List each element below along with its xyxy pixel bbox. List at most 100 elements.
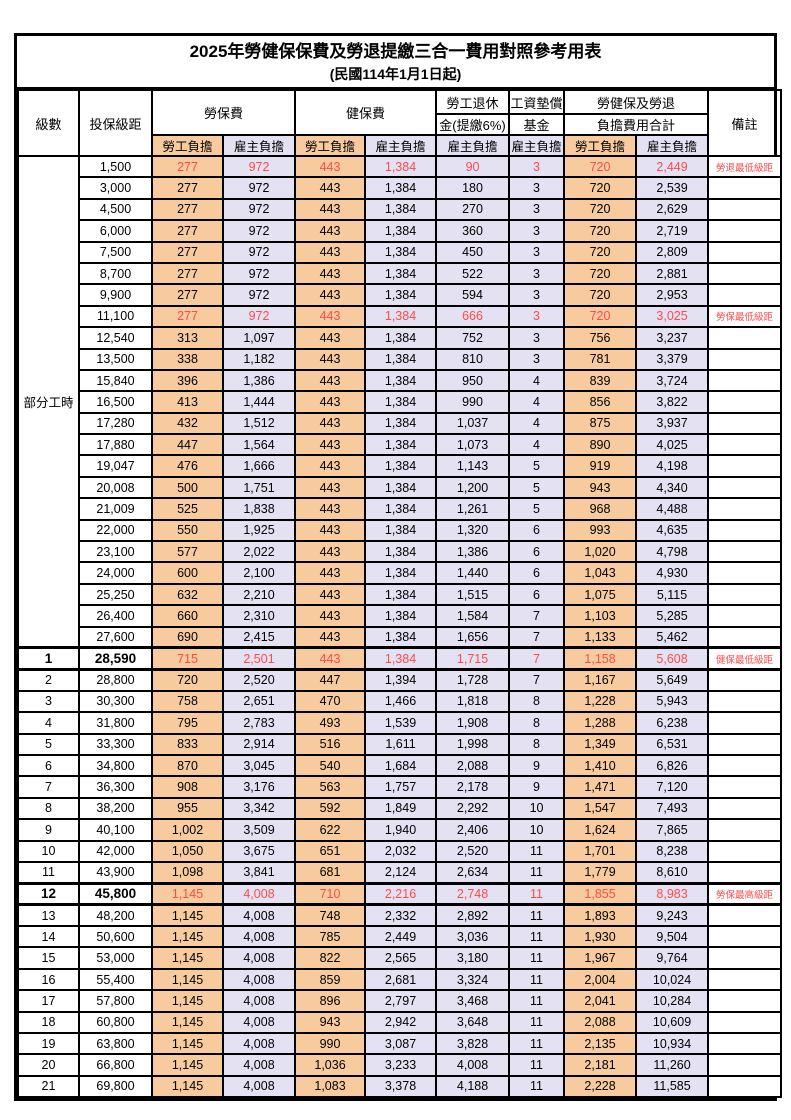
cell-pension_er: 950 xyxy=(435,368,511,393)
cell-labor_emp: 1,145 xyxy=(151,946,224,970)
cell-level: 10 xyxy=(17,839,80,863)
cell-total_er: 8,238 xyxy=(635,839,710,863)
cell-fund_er: 7 xyxy=(508,604,566,628)
cell-note xyxy=(707,860,783,885)
cell-level: 4 xyxy=(17,711,80,735)
cell-fund_er: 5 xyxy=(508,475,566,500)
cell-salary: 26,400 xyxy=(78,604,153,628)
cell-health_er: 2,124 xyxy=(364,860,438,885)
cell-labor_emp: 500 xyxy=(151,475,224,500)
table-row: 17,280 432 1,512 443 1,384 1,037 4 875 3,937 xyxy=(18,411,783,436)
cell-salary: 55,400 xyxy=(78,967,153,992)
cell-total_emp: 720 xyxy=(563,304,638,329)
header-wage-fund-employer-share: 雇主負擔 xyxy=(508,134,566,157)
cell-health_emp: 748 xyxy=(294,903,367,928)
cell-total_er: 4,025 xyxy=(635,433,710,457)
cell-total_er: 3,237 xyxy=(635,326,710,350)
header-total-employer-share: 雇主負擔 xyxy=(635,134,710,157)
header-total-employee-share: 勞工負擔 xyxy=(563,134,638,157)
table-row: 18 60,800 1,145 4,008 943 2,942 3,648 11 2,088 10… xyxy=(17,1010,783,1035)
cell-pension_er: 4,188 xyxy=(435,1074,511,1099)
cell-salary: 30,300 xyxy=(78,689,153,714)
cell-health_er: 2,032 xyxy=(364,839,438,863)
cell-total_er: 7,120 xyxy=(635,775,710,799)
cell-total_emp: 720 xyxy=(563,197,638,222)
cell-salary: 60,800 xyxy=(78,1010,153,1035)
cell-fund_er: 7 xyxy=(508,625,566,650)
cell-pension_er: 2,406 xyxy=(435,818,511,842)
cell-pension_er: 1,037 xyxy=(435,411,511,436)
cell-total_emp: 2,181 xyxy=(563,1053,638,1077)
cell-health_emp: 681 xyxy=(294,860,367,885)
cell-labor_er: 2,022 xyxy=(221,540,297,564)
cell-pension_er: 270 xyxy=(435,197,511,222)
cell-salary: 34,800 xyxy=(78,753,153,778)
cell-health_emp: 651 xyxy=(294,839,367,863)
cell-salary: 33,300 xyxy=(78,732,153,756)
header-remarks: 備註 xyxy=(707,89,783,157)
cell-total_er: 3,937 xyxy=(635,411,710,436)
header-pension-employer-share: 雇主負擔 xyxy=(435,134,511,157)
cell-fund_er: 11 xyxy=(508,946,566,970)
cell-health_er: 1,384 xyxy=(364,561,438,585)
cell-fund_er: 6 xyxy=(508,540,566,564)
cell-fund_er: 4 xyxy=(508,368,566,393)
cell-health_emp: 443 xyxy=(294,197,367,222)
cell-labor_emp: 277 xyxy=(151,176,224,200)
cell-salary: 69,800 xyxy=(78,1074,153,1099)
header-total-line1: 勞健保及勞退 xyxy=(563,89,710,115)
cell-health_emp: 443 xyxy=(294,561,367,585)
cell-fund_er: 4 xyxy=(508,411,566,436)
cell-labor_emp: 277 xyxy=(151,261,224,286)
cell-salary: 9,900 xyxy=(78,283,153,307)
cell-salary: 40,100 xyxy=(78,818,153,842)
cell-pension_er: 450 xyxy=(435,240,511,264)
cell-fund_er: 4 xyxy=(508,390,566,414)
cell-total_emp: 1,167 xyxy=(563,668,638,692)
table-row: 26,400 660 2,310 443 1,384 1,584 7 1,103 5,285 xyxy=(18,604,783,628)
cell-health_er: 1,384 xyxy=(364,261,438,286)
cell-total_er: 5,649 xyxy=(635,668,710,692)
table-row: 11,100 277 972 443 1,384 666 3 720 3,025 勞保最低級距 xyxy=(18,304,783,329)
cell-labor_emp: 1,145 xyxy=(151,989,224,1013)
cell-total_er: 5,115 xyxy=(635,582,710,607)
cell-salary: 38,200 xyxy=(78,796,153,821)
cell-health_er: 1,940 xyxy=(364,818,438,842)
cell-pension_er: 3,828 xyxy=(435,1031,511,1056)
cell-fund_er: 3 xyxy=(508,176,566,200)
table-row: 22,000 550 1,925 443 1,384 1,320 6 993 4,635 xyxy=(18,518,783,543)
table-row: 4,500 277 972 443 1,384 270 3 720 2,629 xyxy=(18,197,783,222)
cell-fund_er: 3 xyxy=(508,347,566,371)
cell-health_er: 1,384 xyxy=(364,497,438,521)
cell-pension_er: 3,648 xyxy=(435,1010,511,1035)
cell-labor_er: 4,008 xyxy=(221,1074,297,1099)
cell-labor_er: 1,564 xyxy=(221,433,297,457)
cell-health_er: 1,384 xyxy=(364,390,438,414)
cell-salary: 24,000 xyxy=(78,561,153,585)
cell-salary: 16,500 xyxy=(78,390,153,414)
cell-health_emp: 443 xyxy=(294,240,367,264)
cell-level: 20 xyxy=(17,1053,80,1077)
cell-pension_er: 1,656 xyxy=(435,625,511,650)
cell-pension_er: 810 xyxy=(435,347,511,371)
cell-fund_er: 3 xyxy=(508,240,566,264)
cell-labor_emp: 338 xyxy=(151,347,224,371)
cell-note: 勞退最低級距 xyxy=(707,154,783,179)
cell-fund_er: 3 xyxy=(508,304,566,329)
cell-note xyxy=(707,433,783,457)
cell-fund_er: 11 xyxy=(508,967,566,992)
cell-note xyxy=(707,1053,783,1077)
cell-total_emp: 1,158 xyxy=(563,646,638,671)
cell-note xyxy=(707,967,783,992)
cell-fund_er: 7 xyxy=(508,646,566,671)
cell-labor_emp: 277 xyxy=(151,283,224,307)
cell-fund_er: 8 xyxy=(508,711,566,735)
cell-fund_er: 11 xyxy=(508,925,566,949)
cell-pension_er: 1,515 xyxy=(435,582,511,607)
cell-pension_er: 2,748 xyxy=(435,881,511,907)
cell-health_er: 1,384 xyxy=(364,326,438,350)
cell-total_er: 10,609 xyxy=(635,1010,710,1035)
cell-health_er: 2,332 xyxy=(364,903,438,928)
cell-total_er: 4,635 xyxy=(635,518,710,543)
